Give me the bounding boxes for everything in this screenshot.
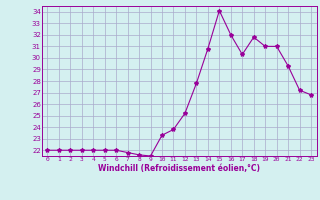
X-axis label: Windchill (Refroidissement éolien,°C): Windchill (Refroidissement éolien,°C) (98, 164, 260, 173)
